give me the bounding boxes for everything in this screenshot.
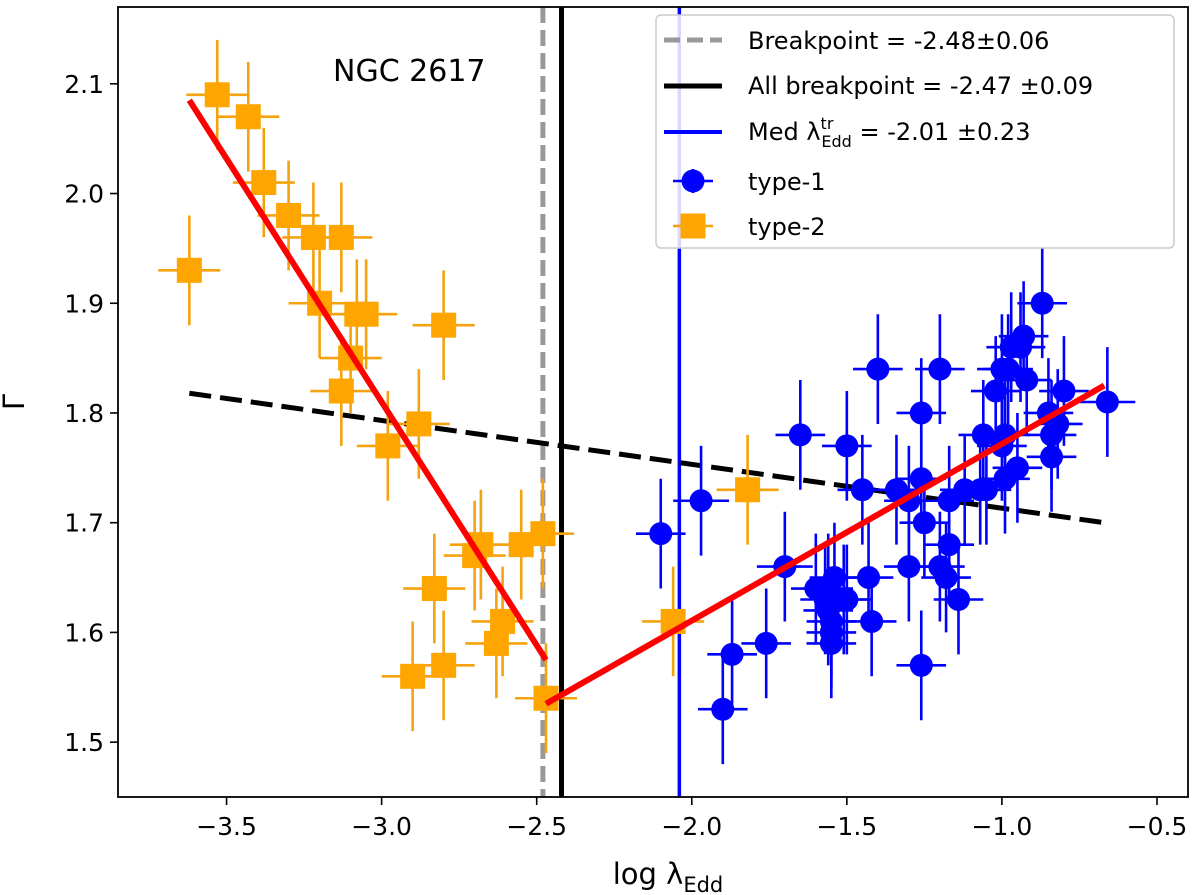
x-axis-label-subscript: Edd: [683, 873, 723, 895]
x-tick-label: −1.5: [816, 812, 877, 841]
type1-point: [912, 511, 936, 535]
type2-point: [235, 104, 261, 130]
type1-point: [1040, 445, 1064, 469]
type2-point: [530, 521, 556, 547]
type1-point: [835, 434, 859, 458]
legend-median-prefix: Med λ: [748, 118, 821, 146]
y-tick-label: 2.0: [64, 180, 104, 209]
type1-point: [909, 401, 933, 425]
type2-point: [431, 652, 457, 678]
type1-point: [819, 631, 843, 655]
type1-point: [711, 697, 735, 721]
type2-point: [490, 608, 516, 634]
type2-point: [735, 477, 761, 503]
type1-point: [946, 588, 970, 611]
legend-label-type2: type-2: [748, 213, 826, 241]
legend-label-all-breakpoint: All breakpoint = -2.47 ±0.09: [748, 72, 1093, 100]
x-tick-label: −0.5: [1127, 812, 1188, 841]
type2-point: [421, 576, 447, 602]
type1-point: [1012, 324, 1036, 348]
type2-point: [353, 301, 379, 327]
type1-point: [1052, 379, 1076, 403]
type1-point: [857, 566, 881, 590]
type2-point: [328, 224, 354, 250]
type1-point: [822, 566, 846, 590]
fit-line-high: [544, 382, 1106, 707]
global-fit-line: [188, 390, 1105, 526]
type2-point: [483, 630, 509, 656]
y-axis-label: Γ: [0, 394, 31, 410]
type2-point: [406, 411, 432, 437]
type1-point: [720, 642, 744, 666]
type1-point: [689, 489, 713, 513]
axis-ticks: −3.5 −3.0 −2.5 −2.0 −1.5 −1.0 −0.5 1.5 1.6 1.7 1.8…: [64, 70, 1187, 841]
plot-area: [158, 7, 1136, 797]
legend-handles: [664, 37, 722, 239]
type1-point: [1030, 291, 1054, 315]
y-tick-label: 2.1: [64, 70, 104, 99]
legend-label-median: Med λtr Edd = -2.01 ±0.23: [748, 114, 1030, 151]
type1-point: [850, 478, 874, 502]
type2-point: [508, 532, 534, 558]
type1-point: [835, 588, 859, 611]
x-tick-label: −1.0: [972, 812, 1033, 841]
type1-point: [788, 423, 812, 447]
type2-point: [375, 433, 401, 459]
axes-frame: [117, 6, 1189, 798]
annotation-label: NGC 2617: [333, 54, 486, 89]
type2-point: [328, 378, 354, 404]
type1-point: [1005, 456, 1029, 480]
type1-point: [934, 566, 958, 590]
legend-median-subscript: Edd: [821, 132, 851, 151]
x-tick-label: −3.5: [196, 812, 257, 841]
legend-label-type1: type-1: [748, 168, 826, 196]
type1-point: [971, 423, 995, 447]
x-axis-label: log λEdd: [613, 857, 724, 895]
type1-point: [909, 653, 933, 677]
y-tick-label: 1.8: [64, 399, 104, 428]
legend: Breakpoint = -2.48±0.06 All breakpoint =…: [655, 14, 1175, 249]
x-tick-label: −2.0: [661, 812, 722, 841]
type1-point: [996, 357, 1020, 381]
x-tick-label: −2.5: [506, 812, 567, 841]
legend-median-superscript: tr: [821, 114, 834, 133]
type1-point: [860, 609, 884, 633]
type1-point: [866, 357, 890, 381]
type1-point: [974, 478, 998, 502]
type1-point: [1015, 368, 1039, 392]
fit-line-low: [186, 98, 549, 662]
type2-point: [276, 202, 302, 228]
type1-point: [1095, 390, 1119, 414]
y-tick-label: 1.9: [64, 289, 104, 318]
type2-point: [400, 663, 426, 689]
type1-point: [649, 522, 673, 546]
type2-point: [251, 170, 277, 196]
type2-point: [176, 257, 202, 283]
legend-label-breakpoint: Breakpoint = -2.48±0.06: [748, 27, 1049, 55]
y-tick-label: 1.6: [64, 618, 104, 647]
plot-content: [158, 7, 1136, 797]
y-tick-label: 1.5: [64, 728, 104, 757]
legend-handle-type1: [681, 169, 705, 193]
type1-point: [984, 379, 1008, 403]
type2-point: [431, 312, 457, 338]
type2-point: [300, 224, 326, 250]
type2-point: [204, 82, 230, 108]
type1-point: [897, 555, 921, 579]
type1-point: [937, 533, 961, 557]
type1-point: [928, 357, 952, 381]
type1-point: [754, 631, 778, 655]
x-tick-label: −3.0: [351, 812, 412, 841]
legend-frame: [655, 14, 1175, 249]
x-axis-label-main: log λ: [613, 857, 684, 891]
y-tick-label: 1.7: [64, 509, 104, 538]
legend-handle-type2: [680, 213, 706, 239]
legend-median-suffix: = -2.01 ±0.23: [852, 118, 1031, 146]
